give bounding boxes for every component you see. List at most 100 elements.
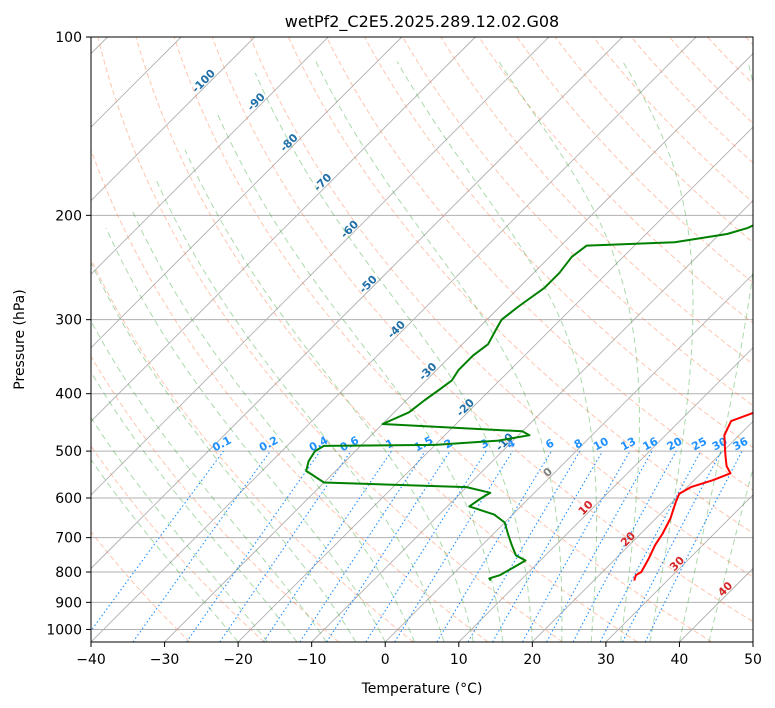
- mixing-ratio-label: 16: [641, 435, 661, 454]
- x-tick-label: −10: [297, 652, 327, 668]
- dry-adiabat-line: [91, 258, 414, 642]
- x-tick-label: 50: [744, 652, 762, 668]
- moist-adiabat-line: [254, 72, 533, 642]
- dry-adiabat-line: [135, 37, 638, 642]
- moist-adiabat-line: [217, 113, 504, 642]
- x-tick-label: 0: [381, 652, 390, 668]
- mixing-ratio-line: [365, 450, 487, 642]
- moist-adiabat-line: [91, 416, 268, 642]
- y-tick-label: 200: [55, 208, 82, 224]
- dry-adiabat-lines: [91, 37, 753, 642]
- temperature-line: [633, 411, 753, 581]
- isotherm-lines: [91, 37, 753, 642]
- mixing-ratio-line: [436, 450, 552, 642]
- y-tick-label: 1000: [46, 622, 82, 638]
- isotherm-line: [91, 37, 623, 570]
- x-tick-label: 20: [523, 652, 541, 668]
- mixing-ratio-label: 10: [591, 435, 611, 454]
- x-tick-label: 10: [450, 652, 468, 668]
- moist-adiabat-line: [105, 227, 386, 642]
- moist-adiabat-line: [91, 261, 357, 642]
- dry-adiabat-line: [91, 355, 340, 642]
- moist-adiabat-line: [156, 180, 445, 642]
- profile-series: [305, 224, 753, 582]
- mixing-ratio-label: 20: [665, 435, 685, 454]
- y-tick-label: 700: [55, 531, 82, 547]
- moist-adiabat-line: [396, 61, 598, 642]
- isotherm-line: [91, 37, 403, 349]
- moist-adiabat-line: [708, 466, 753, 642]
- moist-adiabat-line: [498, 61, 640, 642]
- isotherm-line: [311, 200, 753, 642]
- x-tick-label: −30: [150, 652, 180, 668]
- isotherm-line: [91, 37, 697, 642]
- mixing-ratio-line: [492, 450, 604, 642]
- moist-adiabat-lines: [91, 61, 753, 642]
- mixing-ratio-line: [572, 450, 677, 642]
- moist-adiabat-line: [678, 61, 753, 642]
- dry-adiabat-line: [287, 37, 753, 534]
- moist-adiabat-line: [184, 149, 474, 642]
- isotherm-line: [458, 347, 753, 642]
- moist-adiabat-line: [622, 61, 694, 642]
- moist-adiabat-line: [91, 371, 298, 642]
- isotherm-line: [91, 37, 476, 422]
- plot-background: [91, 37, 753, 642]
- y-tick-label: 800: [55, 565, 82, 581]
- y-axis-label: Pressure (hPa): [12, 289, 28, 389]
- dry-adiabat-line: [249, 37, 753, 578]
- mixing-ratio-label: 25: [689, 435, 709, 454]
- plot-frame: [90, 36, 754, 643]
- mixing-ratio-line: [467, 450, 581, 642]
- x-axis-ticks: −40 −30 −20 −10 0 10 20 30 40 50: [76, 642, 762, 668]
- mixing-ratio-line: [132, 450, 271, 642]
- dry-adiabat-line: [478, 37, 753, 324]
- y-tick-label: 300: [55, 313, 82, 329]
- dry-adiabat-line: [364, 37, 753, 449]
- dry-adiabat-line: [402, 37, 753, 407]
- dry-adiabat-line: [326, 37, 753, 491]
- dry-adiabat-line: [91, 531, 191, 642]
- dry-adiabat-line: [440, 37, 753, 365]
- dry-adiabat-line: [91, 148, 489, 642]
- y-tick-label: 600: [55, 491, 82, 507]
- isotherm-line: [91, 37, 550, 496]
- x-tick-label: 40: [671, 652, 689, 668]
- isotherm-line: [237, 126, 753, 642]
- dry-adiabat-line: [211, 37, 753, 623]
- moist-adiabat-line: [91, 458, 239, 642]
- y-tick-label: 900: [55, 595, 82, 611]
- dry-adiabat-line: [516, 37, 753, 284]
- dry-adiabat-line: [173, 37, 713, 642]
- x-tick-label: 30: [597, 652, 615, 668]
- x-axis-label: Temperature (°C): [361, 681, 483, 697]
- moist-adiabat-line: [130, 208, 416, 642]
- dewpoint-line: [305, 224, 753, 582]
- mixing-ratio-label: 36: [731, 435, 751, 454]
- y-tick-label: 500: [55, 444, 82, 460]
- mixing-ratio-line: [394, 450, 514, 642]
- y-tick-label: 400: [55, 387, 82, 403]
- moist-adiabat-line: [315, 61, 563, 642]
- isotherm-line: [164, 52, 753, 642]
- isotherm-line: [91, 37, 329, 275]
- mixing-ratio-line: [546, 450, 653, 642]
- mixing-ratio-label: 13: [619, 435, 639, 454]
- isotherm-line: [605, 494, 753, 642]
- mixing-ratio-line: [326, 450, 451, 642]
- dry-adiabat-line: [592, 37, 753, 204]
- x-tick-label: −20: [223, 652, 253, 668]
- y-axis-ticks: 100 200 300 400 500 600 700 800 900 1000: [46, 30, 91, 638]
- chart-title: wetPf2_C2E5.2025.289.12.02.G08: [285, 12, 559, 32]
- moist-adiabat-line: [91, 320, 327, 642]
- x-tick-label: −40: [76, 652, 106, 668]
- isotherm-line: [91, 37, 255, 202]
- isotherm-line: [532, 420, 753, 642]
- isotherm-line: [752, 641, 753, 642]
- mixing-ratio-line: [91, 450, 224, 632]
- mixing-ratio-line: [522, 450, 631, 642]
- dry-adiabat-line: [97, 37, 563, 642]
- pressure-gridlines: [91, 37, 753, 630]
- mixing-ratio-line: [186, 450, 321, 642]
